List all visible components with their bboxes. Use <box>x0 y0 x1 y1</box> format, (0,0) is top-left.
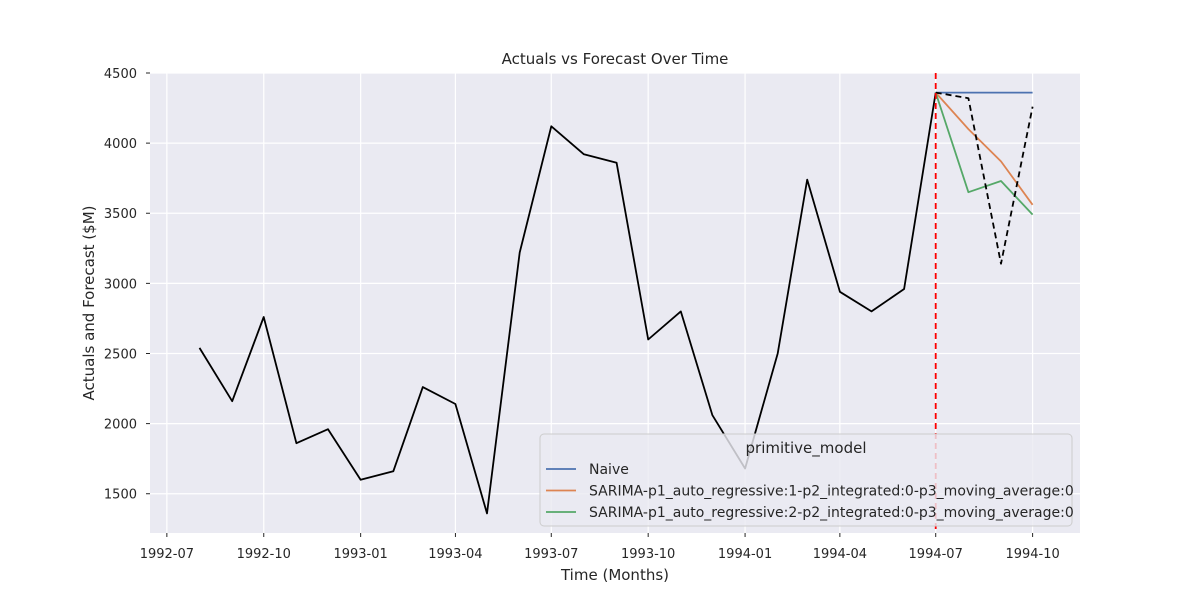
legend-label-3: SARIMA-p1_auto_regressive:2-p2_integrate… <box>589 505 1074 521</box>
legend-box <box>539 433 1073 527</box>
y-tick-label: 1500 <box>104 488 137 503</box>
y-tick-label: 2000 <box>104 418 137 433</box>
legend-label-2: SARIMA-p1_auto_regressive:1-p2_integrate… <box>589 484 1074 500</box>
y-axis-title: Actuals and Forecast ($M) <box>80 206 98 401</box>
actuals-line <box>198 92 937 515</box>
chart-title: Actuals vs Forecast Over Time <box>502 50 729 68</box>
x-axis-ticks: 1992-07 1992-10 1993-01 1993-04 1993-07 1993-… <box>140 533 1060 562</box>
x-tick-label: 1992-07 <box>140 547 194 562</box>
x-axis-title: Time (Months) <box>560 566 669 584</box>
actuals-holdout-line <box>935 91 1034 265</box>
y-tick-label: 4500 <box>104 67 137 82</box>
y-axis-ticks: 1500 2000 2500 3000 3500 4000 4500 <box>104 67 150 503</box>
x-tick-label: 1993-07 <box>524 547 578 562</box>
x-tick-label: 1994-07 <box>909 547 963 562</box>
x-tick-label: 1993-01 <box>333 547 387 562</box>
x-tick-label: 1993-04 <box>428 547 482 562</box>
x-tick-label: 1994-01 <box>718 547 772 562</box>
x-tick-label: 1993-10 <box>621 547 675 562</box>
forecast-series-line-3 <box>934 92 1034 216</box>
x-tick-label: 1992-10 <box>237 547 291 562</box>
y-tick-label: 3500 <box>104 207 137 222</box>
legend: primitive_model Naive SARIMA-p1_auto_regre… <box>539 433 1074 527</box>
y-tick-label: 2500 <box>104 347 137 362</box>
legend-title: primitive_model <box>746 439 867 458</box>
y-tick-label: 4000 <box>104 137 137 152</box>
y-tick-label: 3000 <box>104 277 137 292</box>
legend-label-1: Naive <box>589 462 629 478</box>
x-tick-label: 1994-10 <box>1005 547 1059 562</box>
x-tick-label: 1994-04 <box>813 547 867 562</box>
